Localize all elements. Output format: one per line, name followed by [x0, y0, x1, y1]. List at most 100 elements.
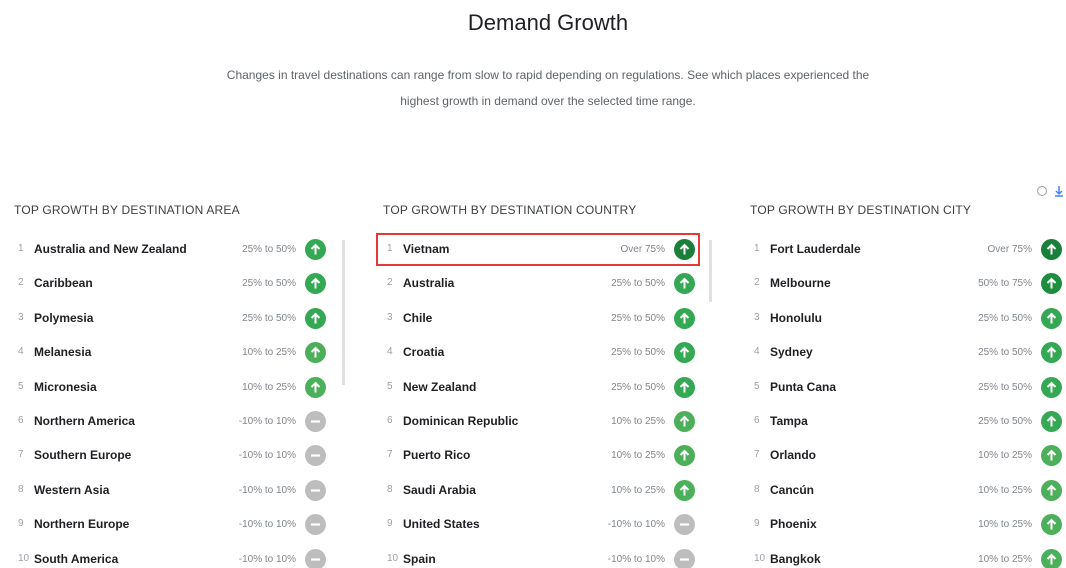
up-icon [674, 239, 695, 260]
destination-name: Croatia [403, 345, 445, 360]
growth-range: 25% to 50% [611, 278, 665, 290]
growth-range: 25% to 50% [611, 347, 665, 359]
list-row[interactable]: 7 Southern Europe -10% to 10% [14, 439, 332, 473]
destination-name: Melbourne [770, 276, 831, 291]
list-row[interactable]: 1 Fort Lauderdale Over 75% [750, 233, 1066, 267]
list-row[interactable]: 3 Honolulu 25% to 50% [750, 302, 1066, 336]
list-row[interactable]: 2 Australia 25% to 50% [383, 267, 701, 301]
list-row[interactable]: 8 Western Asia -10% to 10% [14, 474, 332, 508]
list-row[interactable]: 6 Dominican Republic 10% to 25% [383, 405, 701, 439]
rank: 7 [387, 449, 393, 461]
rank: 10 [754, 552, 766, 564]
list-row[interactable]: 8 Cancún 10% to 25% [750, 474, 1066, 508]
list-row[interactable]: 5 New Zealand 25% to 50% [383, 371, 701, 405]
panel-title: TOP GROWTH BY DESTINATION CITY [750, 203, 972, 217]
growth-range: 25% to 50% [242, 312, 296, 324]
up-icon [1041, 445, 1062, 467]
list-row[interactable]: 7 Orlando 10% to 25% [750, 439, 1066, 473]
rank: 1 [387, 243, 393, 254]
list-row[interactable]: 7 Puerto Rico 10% to 25% [383, 439, 701, 473]
list-row[interactable]: 10 Bangkok 10% to 25% [750, 543, 1066, 568]
list-row[interactable]: 8 Saudi Arabia 10% to 25% [383, 474, 701, 508]
list-row[interactable]: 4 Sydney 25% to 50% [750, 336, 1066, 370]
up-icon [1041, 273, 1062, 295]
growth-range: -10% to 10% [607, 553, 665, 565]
flat-icon [305, 411, 326, 432]
destination-name: Caribbean [34, 276, 93, 291]
list-row[interactable]: 6 Tampa 25% to 50% [750, 405, 1066, 439]
rank: 6 [754, 415, 760, 426]
destination-name: Orlando [770, 448, 817, 463]
list-row[interactable]: 4 Croatia 25% to 50% [383, 336, 701, 370]
destination-name: Polymesia [34, 310, 94, 325]
list-row[interactable]: 10 South America -10% to 10% [14, 543, 332, 568]
subtitle: Changes in travel destinations can range… [226, 68, 870, 82]
growth-range: 25% to 50% [611, 381, 665, 393]
rank: 5 [754, 380, 760, 392]
destination-name: Australia [403, 276, 455, 291]
rank: 4 [387, 346, 393, 358]
up-icon [305, 273, 326, 295]
list-row[interactable]: 2 Caribbean 25% to 50% [14, 267, 332, 301]
rank: 1 [754, 243, 760, 254]
page-title: Demand Growth [467, 10, 629, 35]
list-row[interactable]: 5 Micronesia 10% to 25% [14, 371, 332, 405]
growth-range: 25% to 50% [978, 416, 1032, 427]
destination-name: Saudi Arabia [403, 482, 476, 497]
panel-title: TOP GROWTH BY DESTINATION COUNTRY [383, 203, 637, 217]
list-row[interactable]: 3 Chile 25% to 50% [383, 302, 701, 336]
rank: 6 [387, 415, 393, 426]
growth-range: Over 75% [620, 244, 665, 255]
rank: 10 [18, 552, 30, 564]
subtitle: highest growth in demand over the select… [400, 94, 696, 108]
growth-range: 10% to 25% [978, 450, 1032, 462]
list-row[interactable]: 10 Spain -10% to 10% [383, 543, 701, 568]
rank: 3 [754, 311, 760, 323]
list-row[interactable]: 6 Northern America -10% to 10% [14, 405, 332, 439]
growth-range: -10% to 10% [238, 553, 296, 565]
up-icon [674, 445, 695, 467]
destination-name: Puerto Rico [403, 448, 471, 463]
list-row[interactable]: 9 Northern Europe -10% to 10% [14, 508, 332, 542]
destination-name: Western Asia [34, 482, 110, 497]
list-row[interactable]: 5 Punta Cana 25% to 50% [750, 371, 1066, 405]
rank: 4 [18, 346, 24, 358]
flat-icon [305, 514, 326, 536]
rank: 1 [18, 243, 24, 254]
flat-icon [305, 479, 326, 501]
list-row[interactable]: 2 Melbourne 50% to 75% [750, 267, 1066, 301]
flat-icon [305, 445, 326, 467]
destination-name: Southern Europe [34, 448, 132, 463]
rank: 6 [18, 415, 24, 426]
toolbar-icons[interactable] [1036, 184, 1066, 200]
growth-range: -10% to 10% [607, 519, 665, 531]
list-row[interactable]: 1 Vietnam Over 75% [383, 233, 701, 267]
scrollbar[interactable] [342, 240, 345, 385]
list-row[interactable]: 1 Australia and New Zealand 25% to 50% [14, 233, 332, 267]
growth-range: 10% to 25% [611, 416, 665, 427]
destination-name: Melanesia [34, 345, 92, 360]
rank: 8 [387, 483, 393, 495]
up-icon [674, 273, 695, 295]
list-row[interactable]: 9 Phoenix 10% to 25% [750, 508, 1066, 542]
scrollbar[interactable] [709, 240, 712, 302]
rank: 7 [754, 449, 760, 461]
destination-name: Australia and New Zealand [34, 242, 187, 256]
up-icon [1041, 307, 1062, 329]
list-row[interactable]: 3 Polymesia 25% to 50% [14, 302, 332, 336]
growth-range: 50% to 75% [978, 278, 1032, 290]
growth-range: 10% to 25% [611, 484, 665, 496]
up-icon [674, 479, 695, 501]
growth-range: 25% to 50% [978, 381, 1032, 393]
rank: 5 [387, 380, 393, 392]
rank: 9 [387, 518, 393, 530]
up-icon [305, 239, 326, 260]
list-row[interactable]: 9 United States -10% to 10% [383, 508, 701, 542]
highlight-box [376, 233, 700, 266]
list-row[interactable]: 4 Melanesia 10% to 25% [14, 336, 332, 370]
rank: 2 [18, 277, 24, 289]
destination-name: Sydney [770, 345, 813, 360]
rank: 5 [18, 380, 24, 392]
up-icon [305, 342, 326, 364]
